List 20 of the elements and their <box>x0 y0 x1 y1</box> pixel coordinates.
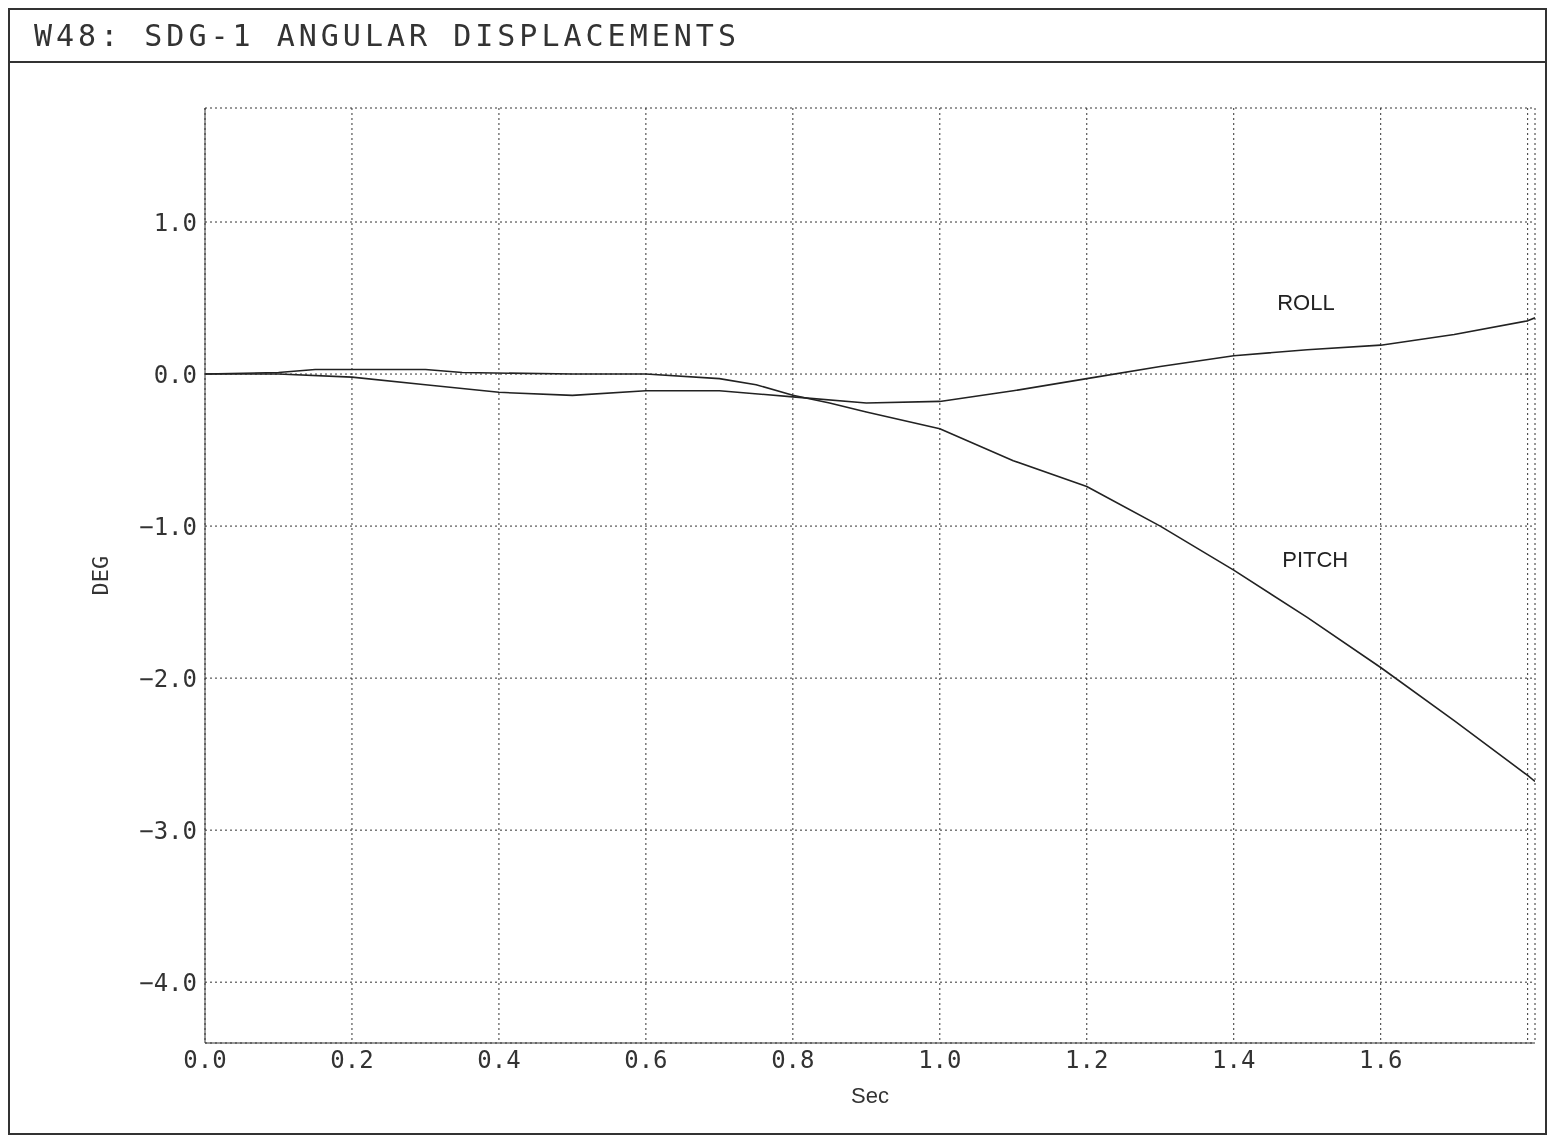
x-tick-label: 0.2 <box>330 1046 374 1075</box>
y-tick-label: −3.0 <box>139 816 197 845</box>
y-tick-label: 0.0 <box>153 360 197 389</box>
y-tick-label: −1.0 <box>139 512 197 541</box>
chart-title: W48: SDG-1 ANGULAR DISPLACEMENTS <box>10 8 1545 63</box>
x-tick-label: 1.0 <box>918 1046 962 1075</box>
y-tick-label: −2.0 <box>139 664 197 693</box>
x-tick-label: 1.2 <box>1065 1046 1109 1075</box>
x-tick-label: 0.4 <box>477 1046 521 1075</box>
x-tick-label: 0.0 <box>183 1046 227 1075</box>
x-axis-title: Sec <box>851 1083 889 1108</box>
y-tick-label: 1.0 <box>153 208 197 237</box>
x-tick-label: 1.6 <box>1359 1046 1403 1075</box>
y-axis-title: DEG <box>87 555 113 596</box>
y-tick-label: −4.0 <box>139 968 197 997</box>
series-label: PITCH <box>1282 547 1349 573</box>
x-tick-label: 0.8 <box>771 1046 815 1075</box>
series-label: ROLL <box>1277 289 1335 315</box>
x-tick-label: 1.4 <box>1212 1046 1256 1075</box>
x-tick-label: 0.6 <box>624 1046 668 1075</box>
